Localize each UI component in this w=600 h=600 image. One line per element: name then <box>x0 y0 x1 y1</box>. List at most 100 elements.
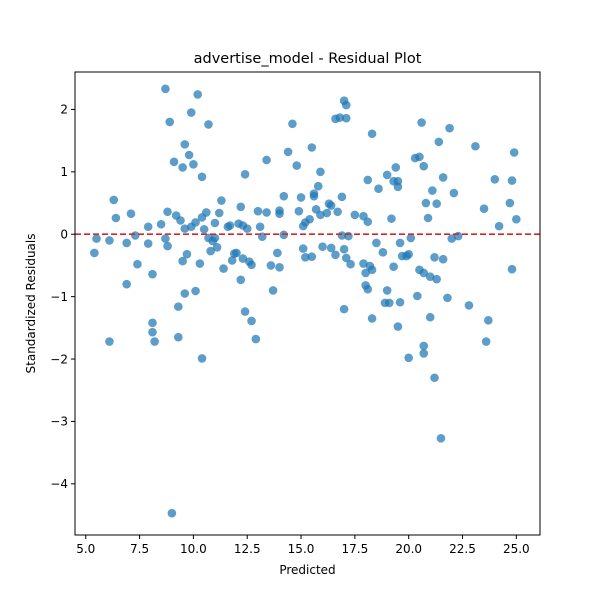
data-point <box>337 231 347 240</box>
data-point <box>507 264 517 274</box>
data-point <box>393 322 403 331</box>
data-point <box>453 231 463 241</box>
data-point <box>178 256 187 266</box>
data-point <box>419 341 429 351</box>
data-point <box>174 302 183 311</box>
y-axis: −4 −3 −2 −1 0 1 2 <box>50 103 75 491</box>
data-point <box>150 337 159 346</box>
data-point <box>105 236 114 245</box>
data-point <box>307 252 317 261</box>
data-point <box>273 248 282 258</box>
data-point <box>419 268 429 278</box>
data-point <box>163 241 172 251</box>
data-point <box>292 161 302 170</box>
data-point <box>176 216 185 225</box>
data-point <box>346 259 355 269</box>
data-point <box>430 253 439 262</box>
data-point <box>262 208 271 217</box>
data-point <box>316 210 325 220</box>
data-point <box>199 224 209 234</box>
data-point <box>307 143 317 152</box>
data-point <box>367 265 377 275</box>
data-point <box>326 243 336 253</box>
data-point <box>438 254 448 264</box>
data-point <box>423 213 433 223</box>
data-point <box>242 224 252 233</box>
data-point <box>212 243 222 252</box>
x-tick-label: 22.5 <box>449 542 476 556</box>
data-point <box>148 318 157 328</box>
data-point <box>490 175 500 184</box>
data-point <box>372 238 381 248</box>
x-tick-label: 15.0 <box>288 542 315 556</box>
data-point <box>337 192 347 202</box>
data-point <box>406 233 416 243</box>
data-point <box>253 206 263 216</box>
data-point <box>165 117 175 127</box>
data-point <box>247 316 256 326</box>
data-point <box>425 312 435 322</box>
data-point <box>266 261 276 270</box>
data-point <box>419 349 429 358</box>
data-point <box>156 219 166 229</box>
y-tick-label: 1 <box>60 165 68 179</box>
data-point <box>275 263 284 272</box>
data-point <box>92 234 101 243</box>
data-point <box>464 301 474 310</box>
data-point <box>445 123 454 133</box>
data-point <box>182 249 192 259</box>
data-point <box>367 314 377 323</box>
data-point <box>202 208 211 217</box>
data-point <box>505 198 515 208</box>
data-point <box>197 172 207 182</box>
data-point <box>432 199 441 208</box>
data-point <box>148 327 157 337</box>
data-point <box>434 137 444 147</box>
data-point <box>130 231 140 240</box>
plot-frame <box>74 71 541 536</box>
data-point <box>432 274 441 284</box>
data-point <box>301 253 310 262</box>
data-point <box>350 210 360 220</box>
data-point <box>339 304 349 314</box>
data-point <box>240 307 250 316</box>
y-tick-label: 2 <box>60 103 68 117</box>
data-point <box>180 140 190 149</box>
data-point <box>193 90 203 99</box>
data-point <box>479 204 489 213</box>
y-tick-label: −4 <box>50 477 68 491</box>
data-point <box>367 129 377 139</box>
data-point <box>393 182 403 192</box>
plot-area <box>75 72 540 535</box>
data-point <box>143 222 153 232</box>
data-point <box>335 113 345 122</box>
data-point <box>143 239 153 248</box>
data-point <box>339 244 349 254</box>
data-point <box>363 175 373 185</box>
data-point <box>385 298 394 308</box>
data-point <box>296 193 306 202</box>
data-point <box>204 120 213 129</box>
y-axis-label: Standardized Residuals <box>24 234 38 374</box>
data-point <box>438 173 448 182</box>
data-point <box>148 269 157 279</box>
data-point <box>425 272 435 281</box>
data-point <box>105 337 114 346</box>
data-point <box>225 221 235 230</box>
data-point <box>391 163 401 172</box>
data-point <box>122 238 131 248</box>
data-point <box>318 242 327 252</box>
data-point <box>484 316 493 325</box>
data-point <box>262 155 271 165</box>
data-point <box>184 150 194 160</box>
data-point <box>122 279 131 289</box>
data-point <box>443 293 452 303</box>
scatter-points <box>90 84 521 518</box>
data-point <box>449 188 459 198</box>
x-tick-label: 12.5 <box>234 542 261 556</box>
data-point <box>382 286 392 295</box>
data-point <box>191 286 200 296</box>
y-tick-label: −1 <box>50 290 68 304</box>
data-point <box>210 233 220 243</box>
data-point <box>167 508 177 518</box>
